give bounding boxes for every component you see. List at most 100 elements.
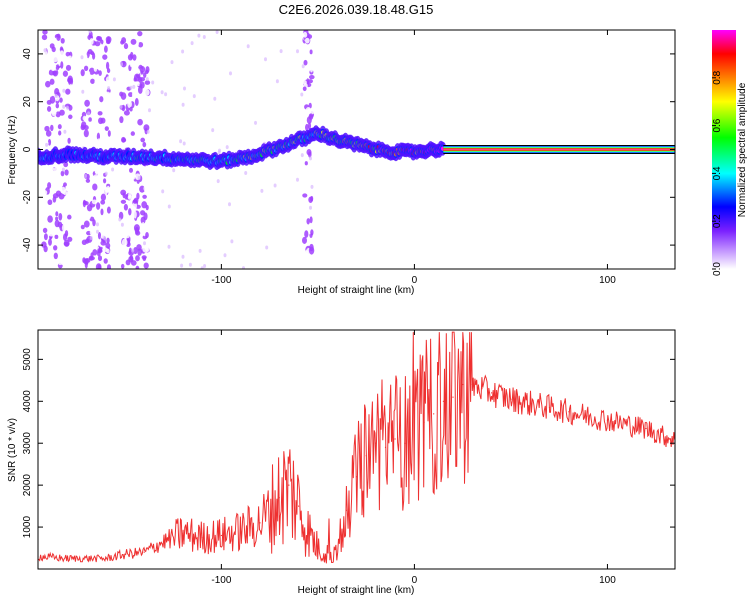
spectrogram-panel: -100 0 100 -40 -20 0 20 40 Height of straight … (7, 29, 676, 296)
noise-speckle (104, 45, 108, 53)
noise-speckle (103, 236, 107, 241)
noise-speckle (106, 206, 111, 214)
noise-speckle (99, 96, 104, 103)
noise-speckle (125, 179, 130, 185)
snr-data-point (452, 396, 454, 398)
noise-speckle (43, 233, 48, 241)
noise-speckle (142, 244, 149, 253)
noise-speckle (55, 216, 59, 221)
noise-speckle (82, 115, 87, 121)
noise-speckle (63, 129, 67, 134)
snr-series-line (38, 331, 675, 564)
snr-data-point (288, 484, 290, 486)
noise-speckle (84, 174, 88, 178)
noise-speckle (43, 245, 48, 253)
noise-speckle (213, 96, 217, 101)
noise-speckle (143, 112, 149, 119)
colorbar-tick-label: 0.8 (712, 70, 723, 84)
noise-speckle (309, 205, 312, 210)
snr-data-point (462, 383, 464, 386)
snr-data-point (105, 557, 107, 560)
noise-speckle (98, 62, 103, 69)
snr-y-tick-label: 4000 (22, 390, 33, 413)
noise-speckle (55, 65, 60, 70)
noise-speckle (105, 61, 110, 70)
snr-y-tick-label: 2000 (22, 474, 33, 497)
noise-speckle (120, 199, 127, 204)
noise-speckle (127, 221, 132, 227)
noise-speckle (65, 51, 71, 57)
noise-speckle (123, 203, 128, 211)
spectrogram-x-tick-label: -100 (211, 275, 231, 286)
noise-speckle (136, 244, 142, 251)
noise-speckle (89, 38, 94, 45)
noise-speckle (83, 258, 89, 265)
snr-data-point (298, 505, 300, 507)
noise-speckle (93, 66, 98, 72)
noise-speckle (80, 224, 85, 230)
noise-speckle (80, 69, 85, 77)
noise-speckle (105, 222, 110, 229)
spectrogram-y-tick-label: 0 (22, 146, 33, 152)
noise-speckle (100, 208, 104, 216)
noise-speckle (143, 185, 148, 192)
noise-speckle (68, 114, 73, 120)
noise-speckle (92, 116, 97, 123)
snr-data-point (259, 522, 261, 524)
noise-speckle (97, 264, 102, 269)
noise-speckle (229, 71, 232, 76)
noise-speckle (85, 178, 91, 183)
snr-data-point (413, 425, 415, 427)
noise-speckle (228, 202, 231, 207)
noise-speckle (83, 129, 89, 138)
noise-speckle (309, 156, 312, 161)
noise-speckle (97, 232, 102, 240)
noise-speckle (141, 36, 146, 43)
noise-speckle (100, 39, 104, 45)
noise-speckle (309, 216, 313, 224)
noise-speckle (84, 90, 89, 96)
noise-speckle (308, 246, 315, 255)
noise-speckle (141, 222, 145, 229)
snr-data-point (442, 400, 444, 402)
noise-speckle (129, 85, 133, 90)
noise-speckle (94, 79, 98, 85)
noise-speckle (47, 215, 53, 223)
snr-panel: -100 0 100 1000 2000 3000 4000 5000 Height of … (7, 329, 676, 596)
colorbar-ticks: 0.0 0.2 0.4 0.6 0.8 (712, 70, 723, 276)
noise-speckle (81, 239, 87, 246)
noise-speckle (132, 201, 137, 210)
noise-speckle (65, 64, 72, 71)
noise-speckle (55, 103, 60, 109)
noise-speckle (141, 101, 147, 107)
noise-speckle (86, 211, 92, 220)
noise-speckle (254, 120, 257, 125)
noise-speckle (118, 217, 122, 222)
noise-speckle (60, 61, 64, 69)
spectrogram-x-ticks: -100 0 100 (211, 30, 616, 286)
noise-speckle (106, 237, 110, 244)
noise-speckle (225, 145, 229, 150)
noise-speckle (264, 57, 267, 62)
snr-data-point (568, 411, 570, 413)
noise-speckle (246, 44, 250, 49)
noise-speckle (88, 56, 92, 65)
snr-data-point (510, 398, 512, 400)
noise-speckle (123, 43, 129, 50)
noise-speckle (121, 137, 127, 143)
spectrogram-x-tick-label: 0 (412, 275, 418, 286)
noise-speckle (188, 262, 192, 267)
noise-speckle (139, 81, 145, 89)
snr-data-point (481, 388, 483, 390)
noise-speckle (300, 153, 304, 158)
snr-data-point (326, 551, 329, 553)
noise-speckle (67, 77, 72, 83)
noise-speckle (61, 167, 65, 172)
noise-speckle (192, 94, 196, 99)
noise-speckle (89, 236, 93, 240)
spectrogram-y-tick-label: 40 (22, 48, 33, 60)
noise-speckle (57, 124, 62, 130)
noise-speckle (181, 254, 185, 259)
noise-speckle (301, 200, 308, 207)
noise-speckle (42, 30, 48, 35)
